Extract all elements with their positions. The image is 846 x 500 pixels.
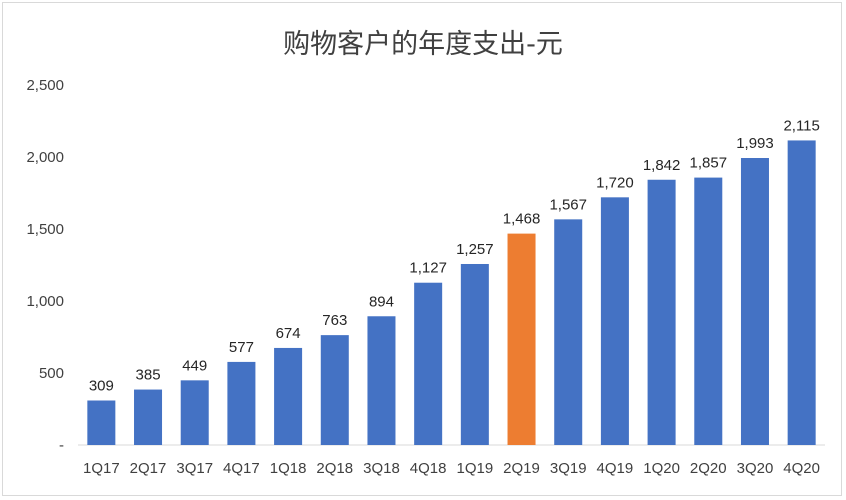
bar: [787, 140, 816, 445]
bar: [134, 389, 163, 445]
chart-title: 购物客户的年度支出-元: [283, 29, 563, 60]
x-tick-label: 3Q18: [363, 460, 400, 477]
x-tick-label: 1Q18: [270, 460, 307, 477]
bar: [740, 158, 769, 445]
x-tick-label: 4Q19: [597, 460, 634, 477]
data-label: 763: [322, 312, 347, 329]
data-label: 449: [182, 357, 207, 374]
x-tick-label: 2Q20: [690, 460, 727, 477]
data-label: 674: [276, 325, 301, 342]
data-label: 1,127: [409, 260, 447, 277]
data-label: 1,257: [456, 241, 494, 258]
bar: [507, 233, 536, 445]
y-tick-label: 1,500: [26, 221, 64, 238]
bar: [227, 361, 256, 445]
x-tick-label: 1Q19: [456, 460, 493, 477]
data-label: 385: [136, 367, 161, 384]
x-tick-label: 4Q20: [783, 460, 820, 477]
x-tick-label: 4Q18: [410, 460, 447, 477]
data-label: 1,842: [643, 157, 681, 174]
data-label: 2,115: [783, 117, 819, 134]
bar: [274, 347, 303, 445]
x-tick-label: 3Q20: [737, 460, 774, 477]
y-tick-label: 1,000: [26, 293, 64, 310]
y-tick-label: 2,000: [26, 149, 64, 166]
x-tick-label: 1Q17: [83, 460, 120, 477]
x-tick-label: 3Q19: [550, 460, 587, 477]
x-tick-label: 2Q18: [316, 460, 353, 477]
data-label: 309: [89, 378, 114, 395]
data-label: 1,567: [549, 196, 587, 213]
x-tick-label: 2Q19: [503, 460, 540, 477]
x-tick-label: 2Q17: [130, 460, 167, 477]
bar: [554, 219, 583, 445]
bar: [320, 335, 349, 445]
data-label: 577: [229, 339, 254, 356]
x-tick-label: 4Q17: [223, 460, 260, 477]
bar: [694, 177, 723, 446]
bar: [647, 179, 676, 445]
bar: [180, 380, 209, 445]
data-label: 1,720: [596, 174, 634, 191]
bar: [87, 400, 116, 445]
y-tick-label: -: [59, 437, 64, 454]
bar: [460, 263, 489, 445]
data-label: 1,857: [690, 155, 728, 172]
data-label: 1,993: [736, 135, 774, 152]
y-tick-label: 500: [39, 365, 64, 382]
x-tick-label: 3Q17: [176, 460, 213, 477]
data-label: 894: [369, 293, 394, 310]
data-label: 1,468: [503, 211, 541, 228]
bar: [414, 282, 443, 445]
bar: [367, 316, 396, 445]
bar: [600, 197, 629, 445]
x-tick-label: 1Q20: [643, 460, 680, 477]
y-tick-label: 2,500: [26, 77, 64, 94]
